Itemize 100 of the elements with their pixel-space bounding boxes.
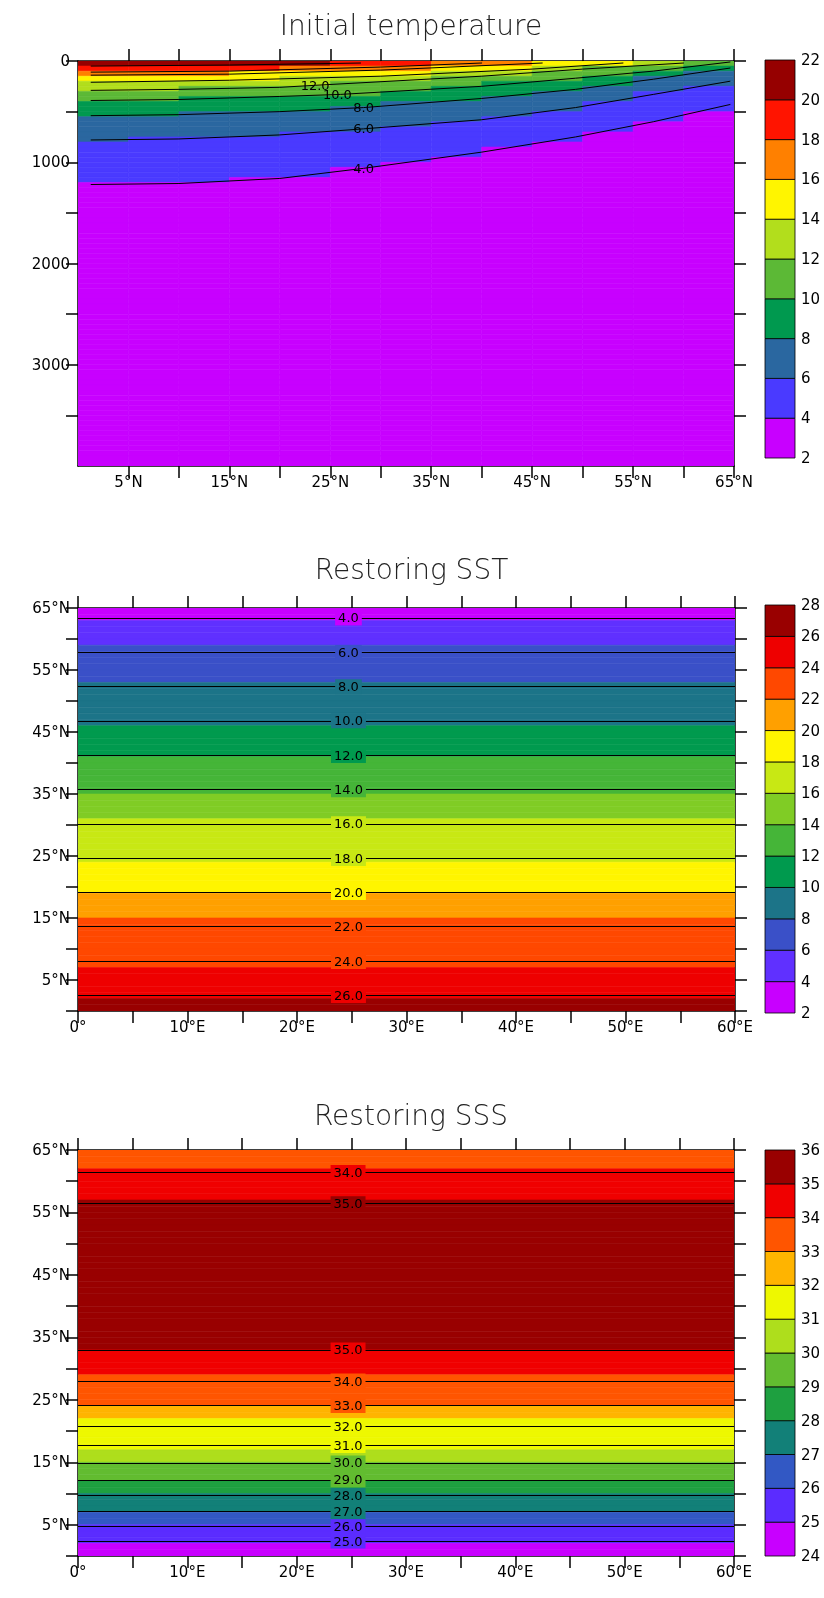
color-bar-label: 30 (801, 1344, 821, 1362)
color-bar-label: 2 (801, 1004, 811, 1022)
color-bar-label: 8 (801, 909, 811, 928)
color-bar-label: 36 (801, 1141, 821, 1159)
x-tick-label: 50°E (607, 1017, 644, 1036)
y-tick-label: 15°N (32, 909, 70, 927)
annotation: 4.0 (338, 610, 359, 626)
y-tick-label: 65°N (32, 599, 70, 617)
annotation: 14.0 (333, 782, 363, 798)
color-bar-label: 20 (801, 90, 821, 109)
color-bar-label: 29 (801, 1377, 821, 1396)
x-tick-label: 10°E (169, 1562, 206, 1581)
color-bar-label: 24 (801, 1547, 821, 1565)
x-tick-label: 0° (69, 1017, 87, 1036)
y-tick-label: 1000 (31, 153, 70, 172)
y-tick-label: 2000 (31, 254, 70, 273)
x-tick-label: 40°E (497, 1562, 534, 1581)
annotation: 33.0 (333, 1397, 363, 1413)
x-tick-label: 45°N (513, 472, 552, 491)
x-tick-label: 60°E (715, 1562, 753, 1581)
annotation: 25.0 (333, 1533, 363, 1549)
annotation: 6.0 (338, 645, 359, 661)
color-bar-label: 16 (801, 170, 821, 189)
y-tick-label: 35°N (32, 785, 70, 803)
color-bar-label: 33 (801, 1242, 821, 1261)
x-tick-label: 55°N (614, 472, 652, 491)
x-tick-label: 5°N (114, 472, 143, 491)
annotation: 28.0 (333, 1487, 363, 1503)
annotation: 8.0 (338, 679, 359, 695)
annotation: 12.0 (333, 748, 363, 764)
color-bar-label: 18 (801, 752, 821, 771)
color-bar-label: 6 (801, 369, 811, 388)
color-bar-label: 28 (801, 1411, 821, 1430)
x-tick-label: 25°N (311, 472, 350, 491)
color-bar-label: 14 (801, 815, 821, 834)
annotation: 35.0 (333, 1196, 363, 1212)
annotation: 18.0 (333, 850, 363, 866)
color-bar-label: 4 (801, 409, 811, 428)
annotation: 29.0 (333, 1472, 363, 1488)
annotation: 10.0 (333, 713, 363, 729)
color-bar-label: 20 (801, 721, 821, 740)
color-bar-label: 2 (801, 449, 811, 467)
annotation: 27.0 (333, 1504, 363, 1520)
y-tick-label: 65°N (32, 1141, 70, 1159)
color-bar-label: 12 (801, 847, 821, 866)
y-tick-label: 3000 (31, 355, 70, 374)
annotation: 26.0 (333, 1519, 363, 1535)
x-tick-label: 0° (69, 1562, 87, 1581)
color-bar-label: 8 (801, 329, 811, 348)
y-tick-label: 25°N (32, 1390, 70, 1409)
x-tick-label: 50°E (606, 1562, 643, 1581)
color-bar-label: 35 (801, 1174, 821, 1193)
color-bar-label: 10 (801, 289, 821, 308)
color-bar-label: 26 (801, 627, 821, 646)
annotation: 26.0 (333, 988, 363, 1003)
color-bar-label: 22 (801, 51, 821, 69)
x-tick-label: 30°E (387, 1562, 425, 1581)
x-tick-label: 20°E (278, 1562, 315, 1581)
annotation: 31.0 (333, 1437, 363, 1453)
color-bar-label: 32 (801, 1276, 821, 1295)
chart-title: Restoring SSS (313, 1098, 509, 1132)
x-tick-label: 65°N (715, 472, 753, 491)
annotation: 34.0 (333, 1373, 363, 1389)
color-bar-label: 18 (801, 130, 821, 149)
chart-title: Restoring SST (314, 552, 509, 586)
x-tick-label: 60°E (716, 1017, 754, 1036)
color-bar-label: 6 (801, 941, 811, 960)
annotation: 16.0 (333, 816, 363, 832)
color-bar-label: 31 (801, 1310, 821, 1329)
x-tick-label: 10°E (169, 1017, 206, 1036)
annotation: 34.0 (333, 1164, 363, 1180)
color-bar-label: 25 (801, 1513, 821, 1532)
color-bar-label: 12 (801, 250, 821, 268)
color-bar-label: 10 (801, 878, 821, 897)
color-bar-label: 16 (801, 784, 821, 803)
y-tick-label: 35°N (32, 1328, 70, 1347)
y-tick-label: 5°N (41, 1515, 70, 1534)
y-tick-label: 0 (60, 52, 70, 70)
y-tick-label: 25°N (32, 847, 70, 865)
y-tick-label: 55°N (32, 661, 70, 679)
annotation: 20.0 (333, 885, 363, 901)
y-tick-label: 55°N (32, 1203, 70, 1222)
annotation: 30.0 (333, 1455, 363, 1471)
color-bar-label: 27 (801, 1445, 821, 1464)
color-bar-label: 28 (801, 596, 821, 614)
annotation: 32.0 (333, 1418, 363, 1434)
x-tick-label: 15°N (210, 472, 249, 491)
color-bar-label: 14 (801, 210, 821, 229)
x-tick-label: 20°E (278, 1017, 316, 1036)
y-tick-label: 5°N (41, 971, 70, 989)
annotation: 35.0 (333, 1342, 363, 1358)
annotation: 24.0 (333, 953, 363, 969)
x-tick-label: 30°E (388, 1017, 425, 1036)
annotation: 22.0 (333, 919, 363, 935)
color-bar-label: 34 (801, 1208, 821, 1227)
color-bar-label: 26 (801, 1479, 821, 1498)
chart-title: Initial temperature (279, 8, 543, 42)
y-tick-label: 15°N (32, 1453, 70, 1472)
x-tick-label: 40°E (497, 1017, 535, 1036)
color-bar-label: 24 (801, 658, 821, 677)
